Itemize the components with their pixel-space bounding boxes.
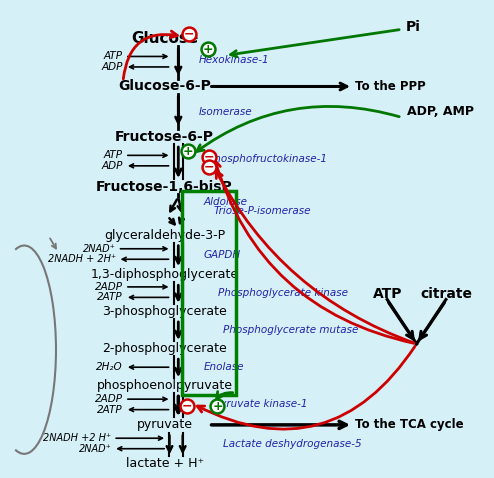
Text: citrate: citrate — [420, 287, 472, 301]
Text: Phosphoglycerate kinase: Phosphoglycerate kinase — [218, 288, 348, 298]
Text: 2ADP: 2ADP — [95, 394, 123, 404]
Text: ATP: ATP — [104, 52, 123, 62]
Text: Fructose-6-P: Fructose-6-P — [115, 130, 214, 143]
Text: 2H₂O: 2H₂O — [96, 362, 123, 372]
Text: ADP: ADP — [102, 161, 123, 171]
Text: −: − — [204, 150, 214, 163]
Text: −: − — [204, 161, 214, 174]
Text: +: + — [212, 400, 223, 413]
Text: Glucose-6-P: Glucose-6-P — [118, 79, 211, 94]
Text: 2NAD⁺: 2NAD⁺ — [83, 244, 116, 254]
Text: GAPDH: GAPDH — [204, 250, 241, 260]
Text: 2ATP: 2ATP — [97, 404, 123, 414]
Text: ATP: ATP — [372, 287, 402, 301]
Text: To the TCA cycle: To the TCA cycle — [355, 418, 464, 431]
Text: +: + — [203, 43, 213, 56]
Text: phosphoenolpyruvate: phosphoenolpyruvate — [97, 380, 233, 392]
Text: Pi: Pi — [406, 20, 421, 34]
Text: Lactate deshydrogenase-5: Lactate deshydrogenase-5 — [223, 439, 362, 449]
FancyArrowPatch shape — [214, 161, 414, 343]
Text: 2-phosphoglycerate: 2-phosphoglycerate — [102, 342, 227, 355]
Text: −: − — [182, 400, 192, 413]
Text: Pyruvate kinase-1: Pyruvate kinase-1 — [213, 400, 307, 409]
Text: 2NADH + 2H⁺: 2NADH + 2H⁺ — [47, 254, 116, 264]
Text: Glucose: Glucose — [131, 32, 198, 46]
FancyArrowPatch shape — [217, 391, 233, 399]
Text: Fructose-1,6-bisP: Fructose-1,6-bisP — [96, 180, 233, 194]
Text: Phosphoglycerate mutase: Phosphoglycerate mutase — [223, 325, 359, 335]
FancyArrowPatch shape — [216, 171, 414, 343]
Text: 2NADH +2 H⁺: 2NADH +2 H⁺ — [43, 433, 111, 443]
FancyArrowPatch shape — [197, 107, 399, 152]
FancyArrowPatch shape — [197, 346, 415, 429]
Text: lactate + H⁺: lactate + H⁺ — [125, 457, 204, 470]
Text: Phosphofructokinase-1: Phosphofructokinase-1 — [208, 154, 328, 164]
Text: 3-phosphoglycerate: 3-phosphoglycerate — [102, 305, 227, 318]
Text: pyruvate: pyruvate — [137, 418, 193, 431]
Text: −: − — [184, 28, 194, 41]
Text: Aldolase: Aldolase — [204, 197, 248, 207]
Bar — [182, 191, 236, 395]
Text: +: + — [183, 144, 193, 158]
Text: Hexokinase-1: Hexokinase-1 — [199, 55, 269, 65]
Text: 2ADP: 2ADP — [95, 282, 123, 292]
Text: 2NAD⁺: 2NAD⁺ — [79, 444, 111, 454]
Text: Isomerase: Isomerase — [199, 107, 252, 117]
Text: glyceraldehyde-3-P: glyceraldehyde-3-P — [104, 228, 225, 242]
Text: To the PPP: To the PPP — [355, 80, 426, 93]
FancyArrowPatch shape — [124, 31, 177, 79]
Text: Enolase: Enolase — [204, 362, 244, 372]
Text: ADP: ADP — [102, 62, 123, 72]
Text: 2ATP: 2ATP — [97, 293, 123, 303]
Text: Triose-P-isomerase: Triose-P-isomerase — [213, 206, 311, 217]
Text: 1,3-diphosphoglycerate: 1,3-diphosphoglycerate — [90, 268, 239, 281]
Text: ATP: ATP — [104, 151, 123, 160]
Text: ADP, AMP: ADP, AMP — [407, 105, 474, 118]
